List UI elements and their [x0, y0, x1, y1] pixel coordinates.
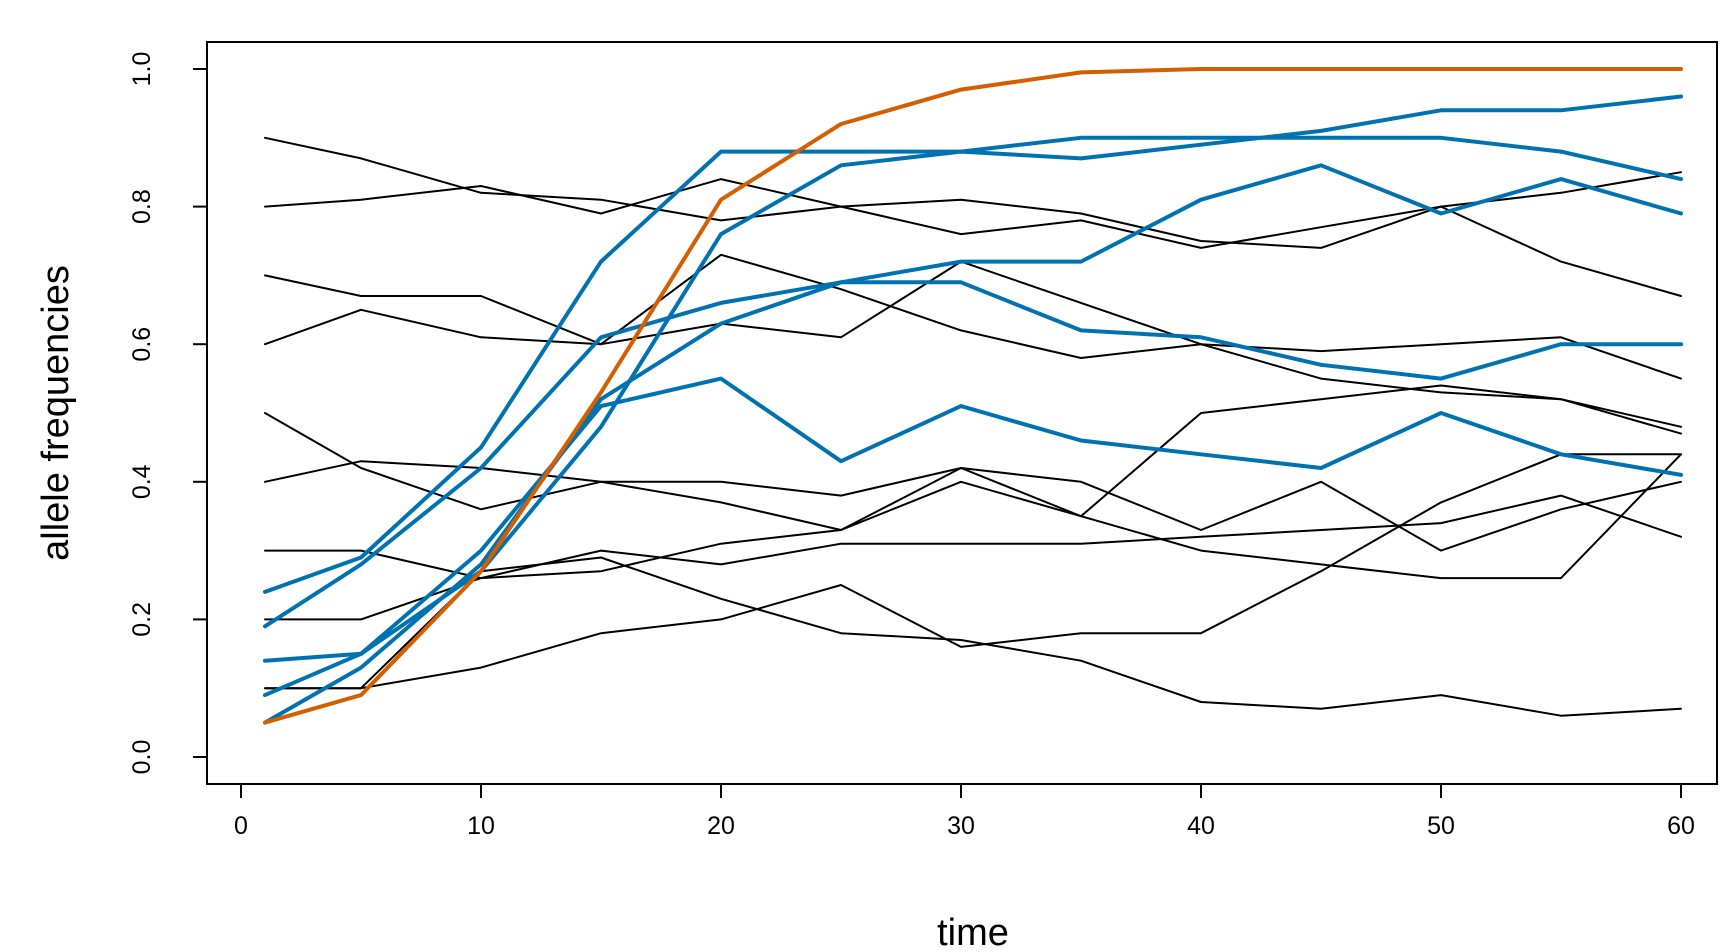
y-tick-label: 0.8	[128, 189, 156, 224]
x-tick-label: 30	[947, 812, 975, 840]
series-line-neutral-9	[264, 556, 1682, 717]
series-line-selected-12	[263, 376, 1683, 663]
y-tick-label: 0.6	[128, 327, 156, 362]
x-axis-title: time	[937, 912, 1009, 952]
series-line-neutral-7	[264, 494, 1682, 621]
x-tick-label: 20	[707, 812, 735, 840]
y-tick-label: 0.0	[128, 740, 156, 775]
series-line-neutral-0	[264, 136, 1682, 297]
x-tick-label: 60	[1667, 812, 1695, 840]
y-tick-label: 1.0	[128, 52, 156, 87]
x-tick-label: 10	[467, 812, 495, 840]
x-axis: 0 10 20 30 40 50 60	[234, 783, 1695, 840]
series-line-selected-14	[263, 280, 1683, 725]
x-tick-label: 0	[234, 812, 248, 840]
series-line-neutral-1	[264, 171, 1682, 249]
series-line-neutral-2	[264, 253, 1682, 380]
x-tick-label: 40	[1187, 812, 1215, 840]
series-layer	[263, 67, 1683, 725]
series-line-neutral-8	[264, 453, 1682, 690]
y-axis: 0.0 0.2 0.4 0.6 0.8 1.0	[128, 52, 208, 775]
series-line-neutral-5	[264, 460, 1682, 552]
x-tick-label: 50	[1427, 812, 1455, 840]
y-tick-label: 0.4	[128, 464, 156, 499]
y-tick-label: 0.2	[128, 602, 156, 637]
series-line-fixed-15	[263, 67, 1683, 725]
series-line-selected-11	[263, 163, 1683, 629]
y-axis-title: allele frequencies	[35, 265, 77, 561]
